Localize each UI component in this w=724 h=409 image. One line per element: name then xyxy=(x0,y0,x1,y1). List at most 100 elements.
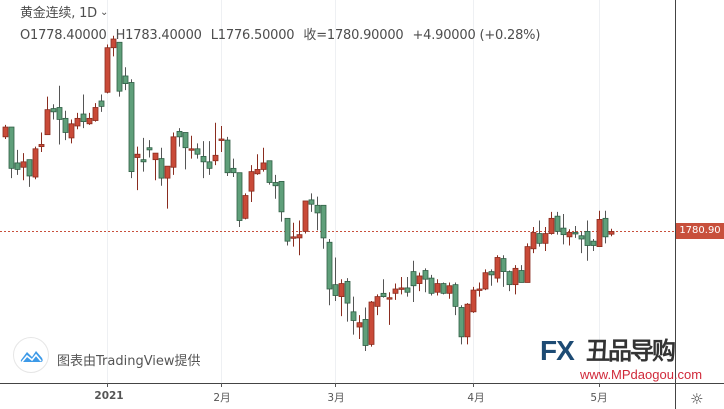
tradingview-logo-icon[interactable] xyxy=(13,337,49,373)
candle-up xyxy=(218,125,225,153)
candle-body xyxy=(26,159,33,177)
candle-up xyxy=(374,294,381,316)
candle-body xyxy=(518,270,525,283)
candle-body xyxy=(398,287,405,290)
candle-body xyxy=(320,204,327,239)
candle-down xyxy=(602,210,609,244)
candle-down xyxy=(122,67,129,91)
candle-body xyxy=(410,271,417,287)
candle-body xyxy=(590,240,597,246)
candle-up xyxy=(242,193,249,220)
symbol-title-text: 黄金连续, 1D xyxy=(20,6,97,21)
candle-body xyxy=(596,219,603,248)
candle-up xyxy=(338,279,345,317)
candle-body xyxy=(326,241,333,290)
chevron-down-icon[interactable]: ⌄ xyxy=(99,7,109,18)
candle-up xyxy=(494,255,501,283)
candle-up xyxy=(44,96,51,136)
candle-body xyxy=(188,148,195,151)
candle-body xyxy=(146,147,153,151)
candle-down xyxy=(62,110,69,141)
candle-down xyxy=(8,126,15,179)
candle-body xyxy=(554,215,561,232)
candle-down xyxy=(344,278,351,322)
candle-down xyxy=(182,132,189,170)
candle-up xyxy=(254,154,261,175)
candle-body xyxy=(506,271,513,286)
candle-body xyxy=(464,303,471,338)
candle-down xyxy=(590,238,597,251)
x-tick-label: 2021 xyxy=(94,390,124,402)
candle-up xyxy=(476,282,483,297)
candle-down xyxy=(314,196,321,231)
candle-up xyxy=(548,211,555,235)
candle-body xyxy=(470,289,477,313)
candle-down xyxy=(362,307,369,351)
candle-body xyxy=(158,158,165,179)
candle-body xyxy=(392,288,399,294)
candle-down xyxy=(572,225,579,238)
candle-body xyxy=(74,117,81,127)
candle-body xyxy=(116,41,123,92)
candles xyxy=(2,35,615,351)
candle-body xyxy=(278,180,285,213)
candle-body xyxy=(92,107,99,121)
candle-body xyxy=(248,171,255,192)
symbol-title[interactable]: 黄金连续, 1D ⌄ xyxy=(20,2,108,21)
candle-body xyxy=(98,100,105,107)
candle-body xyxy=(446,285,453,294)
x-tick-label: 4月 xyxy=(467,392,485,404)
candle-body xyxy=(572,232,579,235)
candle-up xyxy=(20,153,27,181)
candle-up xyxy=(302,200,309,234)
candle-body xyxy=(68,123,75,139)
candle-body xyxy=(218,138,225,141)
grid-lines xyxy=(107,0,600,383)
candle-body xyxy=(62,117,69,133)
candle-down xyxy=(578,231,585,254)
candle-body xyxy=(182,132,189,149)
candle-body xyxy=(380,292,387,297)
candle-up xyxy=(386,292,393,325)
candle-up xyxy=(164,165,171,209)
candle-up xyxy=(608,228,615,237)
gear-icon[interactable]: ☼ xyxy=(690,390,704,408)
candle-body xyxy=(230,167,237,174)
candle-up xyxy=(170,132,177,175)
candle-down xyxy=(536,220,543,247)
candle-body xyxy=(542,233,549,244)
candle-up xyxy=(356,315,363,339)
attribution-text[interactable]: 图表由TradingView提供 xyxy=(57,354,201,369)
watermark-logo: FX 丑品导购 www.MPdaogou.com xyxy=(540,336,710,383)
x-tick-label: 5月 xyxy=(590,392,608,404)
watermark-cn: 丑品导购 xyxy=(586,337,676,365)
x-tick-label: 2月 xyxy=(213,392,231,404)
candle-body xyxy=(212,154,219,162)
candle-body xyxy=(530,232,537,250)
candle-up xyxy=(104,44,111,94)
candle-up xyxy=(74,112,81,130)
candle-body xyxy=(296,234,303,239)
candle-down xyxy=(458,305,465,345)
candle-body xyxy=(344,280,351,304)
candle-body xyxy=(422,270,429,280)
candle-up xyxy=(2,124,9,140)
open-value: O1778.40000 xyxy=(20,28,107,43)
candle-up xyxy=(464,303,471,345)
candle-body xyxy=(260,162,267,170)
candle-down xyxy=(518,265,525,283)
candle-body xyxy=(548,217,555,234)
candle-body xyxy=(20,161,27,168)
candle-body xyxy=(8,126,15,169)
candle-body xyxy=(386,297,393,300)
candle-body xyxy=(434,283,441,293)
last-price-label: 1780.90 xyxy=(676,223,724,239)
candle-body xyxy=(500,258,507,272)
candle-body xyxy=(512,267,519,286)
candle-down xyxy=(584,220,591,261)
candle-up xyxy=(260,147,267,172)
candle-body xyxy=(302,200,309,232)
candle-body xyxy=(362,319,369,346)
candle-body xyxy=(38,144,45,148)
